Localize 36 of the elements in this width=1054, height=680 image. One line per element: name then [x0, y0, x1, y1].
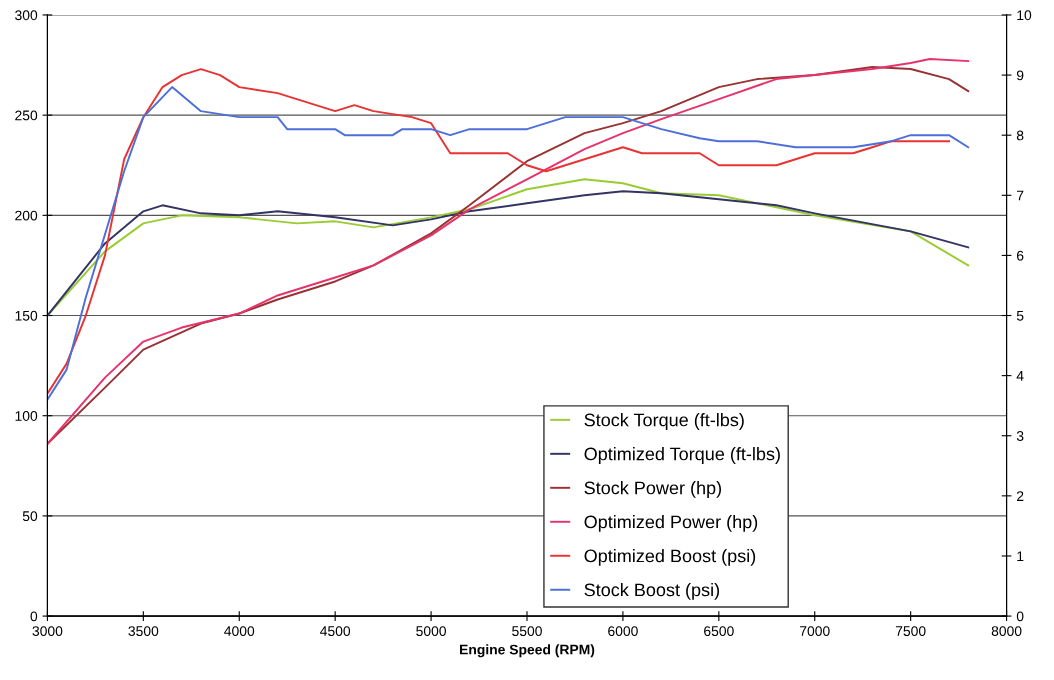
legend-label: Stock Power (hp): [584, 481, 722, 498]
y2-tick-label: 2: [1016, 491, 1024, 501]
x-axis-title: Engine Speed (RPM): [460, 644, 595, 658]
y2-tick-label: 10: [1017, 10, 1032, 21]
x-tick-label: 3000: [32, 626, 63, 636]
legend-label: Stock Torque (ft-lbs): [584, 413, 744, 430]
x-tick-label: 4500: [320, 626, 351, 636]
x-tick-label: 7500: [895, 626, 926, 636]
x-tick-label: 5500: [512, 626, 542, 636]
x-tick-label: 6000: [608, 626, 638, 636]
y-tick-label: 100: [15, 411, 38, 421]
y2-tick-label: 6: [1017, 250, 1024, 261]
y-tick-label: 50: [22, 511, 38, 522]
y-tick-label: 250: [15, 110, 38, 121]
x-tick-label: 4000: [224, 626, 255, 636]
legend-label: Stock Boost (psi): [584, 583, 720, 600]
y2-tick-label: 1: [1017, 551, 1024, 561]
y-tick-label: 0: [30, 611, 38, 622]
legend-label: Optimized Power (hp): [584, 515, 758, 532]
y2-tick-label: 3: [1016, 431, 1024, 441]
y2-tick-label: 9: [1016, 70, 1024, 81]
y-tick-label: 200: [15, 210, 38, 221]
x-tick-label: 8000: [991, 626, 1022, 636]
x-tick-label: 7000: [800, 626, 830, 636]
y2-tick-label: 4: [1016, 371, 1024, 381]
legend-label: Optimized Torque (ft-lbs): [584, 447, 780, 464]
x-tick-label: 3500: [128, 626, 159, 636]
legend-label: Optimized Boost (psi): [584, 549, 756, 566]
y2-tick-label: 8: [1016, 130, 1024, 141]
y2-tick-label: 7: [1017, 190, 1024, 201]
y-tick-label: 150: [15, 310, 38, 321]
x-tick-label: 6500: [704, 626, 734, 636]
y-tick-label: 300: [15, 10, 38, 21]
y2-tick-label: 5: [1016, 311, 1024, 321]
x-tick-label: 5000: [416, 626, 446, 636]
y2-tick-label: 0: [1016, 611, 1024, 622]
